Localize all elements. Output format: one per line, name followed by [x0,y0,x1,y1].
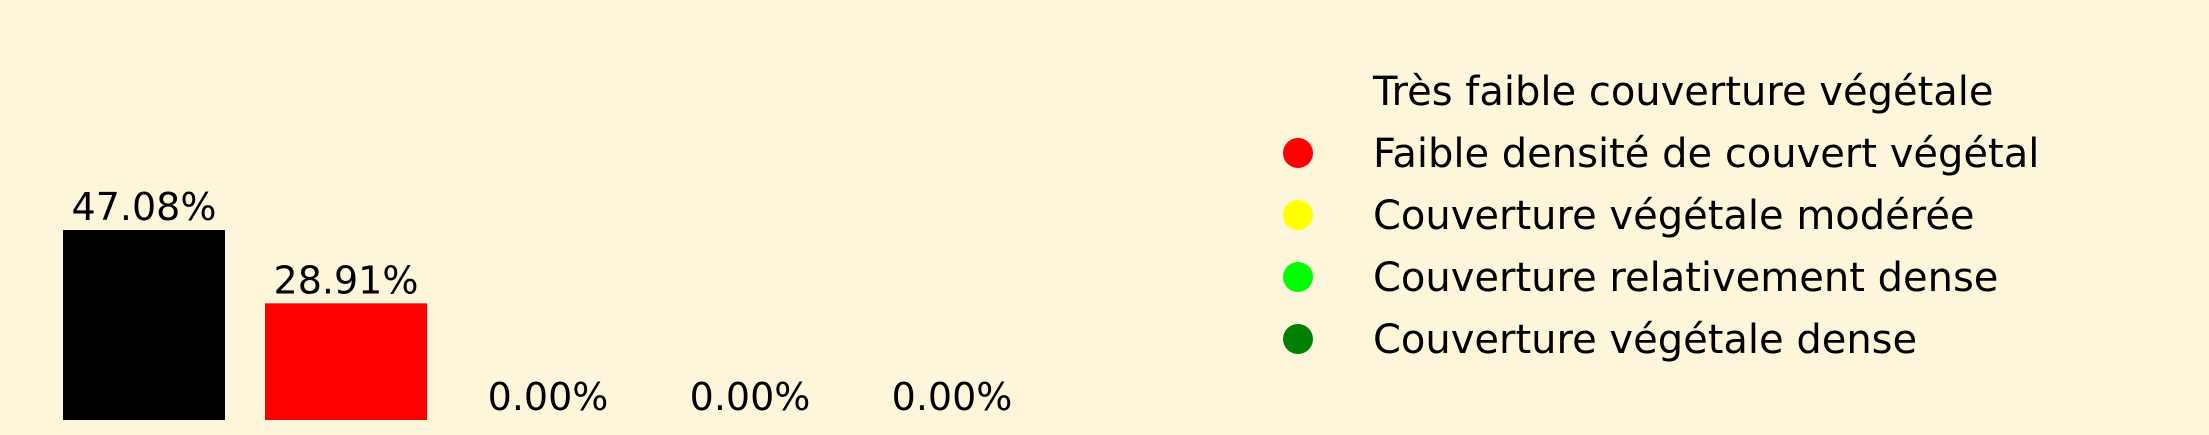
legend-label-2: Faible densité de couvert végétal [1373,131,2039,177]
legend-marker-2 [1283,138,1313,168]
bar-1 [63,230,225,420]
legend-marker-1 [1283,76,1313,106]
legend-label-1: Très faible couverture végétale [1372,69,1994,115]
bar-value-label-1: 47.08% [72,185,217,229]
bar-value-label-5: 0.00% [892,375,1013,419]
bar-value-label-4: 0.00% [690,375,811,419]
bar-value-label-2: 28.91% [274,258,419,302]
legend-marker-3 [1283,200,1313,230]
bar-value-label-3: 0.00% [488,375,609,419]
legend-label-3: Couverture végétale modérée [1373,193,1975,239]
legend: Très faible couverture végétale Faible de… [1283,69,2039,363]
legend-marker-4 [1283,262,1313,292]
legend-label-4: Couverture relativement dense [1373,255,1998,301]
bars-group [63,230,427,420]
legend-label-5: Couverture végétale dense [1373,317,1917,363]
bar-labels-group: 47.08% 28.91% 0.00% 0.00% 0.00% [72,185,1013,419]
bar-2 [265,303,427,420]
legend-marker-5 [1283,324,1313,354]
